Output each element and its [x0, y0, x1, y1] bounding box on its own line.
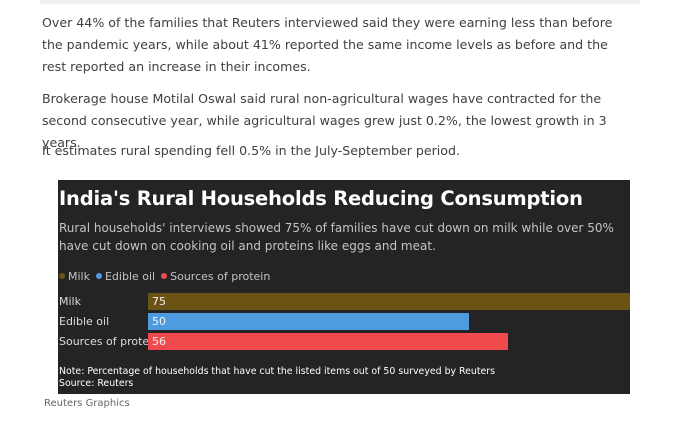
legend-swatch [161, 273, 168, 279]
legend-swatch [59, 273, 65, 279]
legend-label: Milk [68, 269, 90, 283]
bar-value-label: 75 [152, 295, 166, 308]
legend-item: Sources of protein [161, 270, 270, 283]
chart-source: Source: Reuters [59, 378, 134, 389]
consumption-bar-chart: India's Rural Households Reducing Consum… [58, 180, 630, 394]
legend-item: Milk [59, 270, 90, 283]
legend-label: Edible oil [104, 269, 156, 283]
bar-row: Edible oil 50 [58, 313, 630, 330]
chart-note: Note: Percentage of households that have… [59, 366, 496, 377]
page-top-strip [40, 0, 640, 4]
bar [148, 313, 470, 330]
graphic-credit: Reuters Graphics [44, 398, 130, 409]
chart-subtitle: Rural households' interviews showed 75% … [59, 221, 614, 253]
legend-label: Sources of protein [170, 269, 271, 283]
chart-title: India's Rural Households Reducing Consum… [59, 187, 583, 210]
bar-value-label: 50 [152, 315, 166, 328]
bar-value-label: 56 [152, 335, 166, 348]
article-paragraph: Brokerage house Motilal Oswal said rural… [42, 91, 607, 150]
bar-area: Milk 75 Edible oil 50 Sources of protein 56 [58, 293, 630, 351]
legend-swatch [95, 273, 102, 279]
article-paragraph: It estimates rural spending fell 0.5% in… [42, 143, 460, 158]
bar-category-label: Edible oil [59, 315, 110, 328]
bar-row: Sources of protein 56 [58, 333, 630, 350]
bar-category-label: Sources of protein [59, 335, 160, 348]
chart-legend: Milk Edible oil Sources of protein [59, 268, 270, 284]
bar [148, 293, 630, 310]
bar-category-label: Milk [59, 295, 81, 308]
bar-row: Milk 75 [58, 293, 630, 310]
legend-item: Edible oil [95, 269, 156, 283]
bar [148, 333, 508, 350]
article-paragraph: Over 44% of the families that Reuters in… [42, 15, 613, 74]
